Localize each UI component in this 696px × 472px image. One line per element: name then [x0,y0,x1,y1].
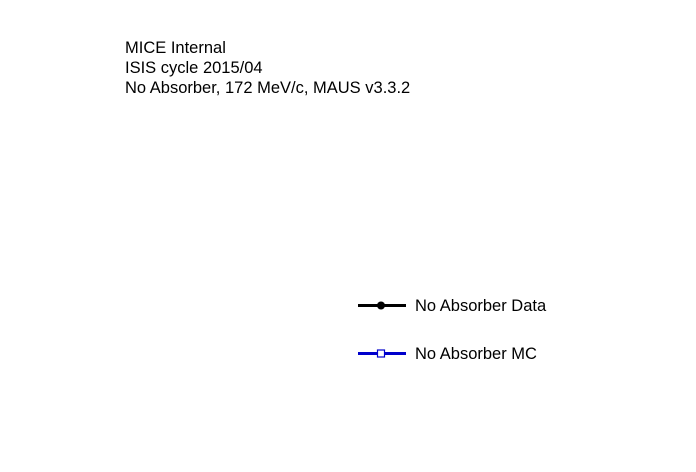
annotation-experiment-label: MICE Internal [125,39,226,57]
annotation-cycle-label: ISIS cycle 2015/04 [125,59,263,77]
legend-marker-filled-circle [377,301,385,310]
legend-marker-open-square [376,349,386,358]
legend-swatch-data [358,301,406,310]
legend-entry-mc: No Absorber MC [356,338,596,368]
legend-label-data: No Absorber Data [415,297,547,315]
annotation-configuration-label: No Absorber, 172 MeV/c, MAUS v3.3.2 [125,79,411,97]
legend-entry-data: No Absorber Data [356,290,596,320]
legend: No Absorber Data No Absorber MC [356,290,596,380]
annotation-block: MICE Internal ISIS cycle 2015/04 No Abso… [125,38,410,98]
legend-swatch-mc [358,349,406,358]
legend-label-mc: No Absorber MC [415,345,537,363]
